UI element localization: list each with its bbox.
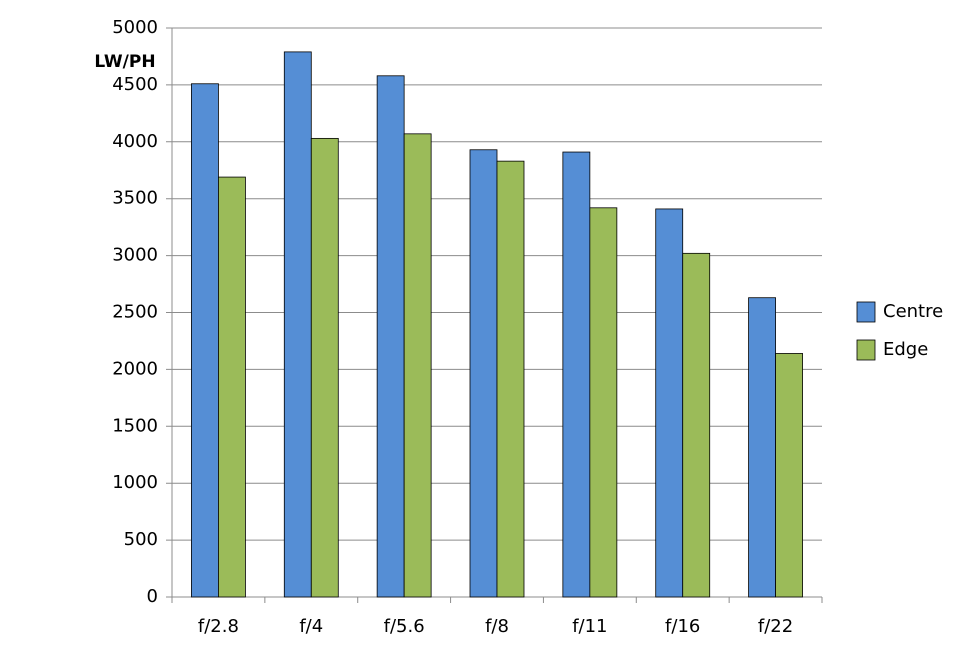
bar <box>589 207 618 598</box>
x-tick-label: f/4 <box>299 616 323 637</box>
y-tick-label: 3500 <box>112 188 158 209</box>
bar <box>218 176 246 598</box>
x-tick-label: f/16 <box>665 616 700 637</box>
bar <box>655 208 684 598</box>
x-tick-label: f/2.8 <box>198 616 239 637</box>
bar <box>682 252 711 598</box>
bar <box>469 149 498 598</box>
y-tick-label: 2000 <box>112 358 158 379</box>
y-tick-label: 1000 <box>112 472 158 493</box>
x-tick-label: f/5.6 <box>384 616 425 637</box>
y-tick-label: 5000 <box>112 17 158 38</box>
bar <box>310 137 339 598</box>
y-tick-label: 4500 <box>112 74 158 95</box>
bar <box>496 160 525 598</box>
bar <box>191 83 219 598</box>
y-tick-label: 1500 <box>112 415 158 436</box>
y-tick-label: 2500 <box>112 302 158 323</box>
y-tick-label: 500 <box>124 529 158 550</box>
legend-swatch <box>856 301 876 323</box>
x-tick-label: f/22 <box>758 616 793 637</box>
x-tick-label: f/11 <box>572 616 607 637</box>
bar <box>562 151 591 598</box>
y-tick-label: 4000 <box>112 131 158 152</box>
y-tick-label: 0 <box>147 586 158 607</box>
bar <box>775 353 803 598</box>
bar <box>283 51 312 598</box>
legend-label: Centre <box>883 301 943 322</box>
bar <box>376 75 405 598</box>
legend-label: Edge <box>883 339 928 360</box>
bar <box>403 133 432 598</box>
x-tick-label: f/8 <box>485 616 509 637</box>
bar <box>748 297 776 598</box>
y-tick-label: 3000 <box>112 245 158 266</box>
y-axis-label: LW/PH <box>94 52 155 72</box>
legend-swatch <box>856 339 876 361</box>
